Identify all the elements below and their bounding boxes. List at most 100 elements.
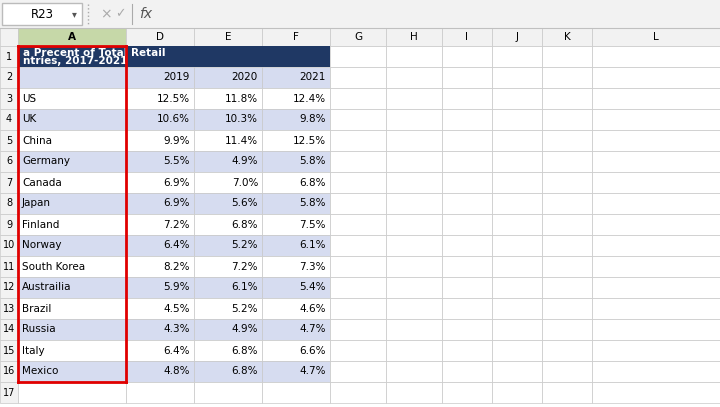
Bar	[194, 277, 262, 298]
Text: 5.8%: 5.8%	[300, 157, 326, 166]
Text: 6.4%: 6.4%	[163, 241, 190, 250]
Text: H: H	[410, 32, 418, 42]
Bar	[442, 88, 492, 109]
Text: 10.6%: 10.6%	[157, 114, 190, 125]
Bar	[194, 235, 262, 256]
Bar	[442, 151, 492, 172]
Text: 7: 7	[6, 177, 12, 188]
Bar	[194, 172, 262, 193]
Bar	[592, 382, 720, 403]
Bar	[386, 172, 442, 193]
Bar	[18, 151, 126, 172]
Text: 2021: 2021	[300, 72, 326, 83]
Text: 9.9%: 9.9%	[163, 136, 190, 145]
Bar	[592, 172, 720, 193]
Bar	[542, 361, 592, 382]
Text: China: China	[22, 136, 52, 145]
Bar	[0, 214, 18, 235]
Bar	[492, 361, 542, 382]
Bar	[18, 235, 126, 256]
Bar	[126, 298, 194, 319]
Bar	[126, 193, 194, 214]
Text: 6.1%: 6.1%	[232, 282, 258, 293]
Bar	[126, 109, 194, 130]
Text: 7.5%: 7.5%	[300, 219, 326, 230]
Bar	[592, 319, 720, 340]
Bar	[592, 298, 720, 319]
Bar	[542, 235, 592, 256]
Text: 13: 13	[3, 304, 15, 313]
Bar	[542, 172, 592, 193]
Text: 17: 17	[3, 387, 15, 398]
Bar	[262, 340, 330, 361]
Bar	[386, 193, 442, 214]
Text: 5.8%: 5.8%	[300, 199, 326, 208]
Text: 11.4%: 11.4%	[225, 136, 258, 145]
Bar	[330, 361, 386, 382]
Bar	[386, 151, 442, 172]
Bar	[592, 361, 720, 382]
Bar	[194, 256, 262, 277]
Bar	[492, 67, 542, 88]
Text: fx: fx	[140, 7, 153, 21]
Bar	[330, 67, 386, 88]
Bar	[262, 151, 330, 172]
Bar	[542, 130, 592, 151]
Bar	[542, 109, 592, 130]
Bar	[330, 319, 386, 340]
Bar	[492, 193, 542, 214]
Bar	[18, 382, 126, 403]
Bar	[194, 151, 262, 172]
Bar	[386, 298, 442, 319]
Text: 1: 1	[6, 52, 12, 61]
Bar	[126, 235, 194, 256]
Bar	[542, 256, 592, 277]
Bar	[442, 130, 492, 151]
Bar	[386, 319, 442, 340]
Bar	[592, 28, 720, 46]
Text: 6.4%: 6.4%	[163, 346, 190, 355]
Bar	[492, 151, 542, 172]
Bar	[386, 67, 442, 88]
Bar	[386, 256, 442, 277]
Bar	[542, 88, 592, 109]
Bar	[262, 67, 330, 88]
Bar	[330, 28, 386, 46]
Text: Norway: Norway	[22, 241, 61, 250]
Bar	[18, 214, 126, 235]
Text: US: US	[22, 94, 36, 103]
Text: 4.9%: 4.9%	[232, 324, 258, 335]
Bar	[492, 172, 542, 193]
Bar	[0, 67, 18, 88]
Bar	[542, 67, 592, 88]
Bar	[386, 235, 442, 256]
Bar	[0, 109, 18, 130]
Text: 12.5%: 12.5%	[293, 136, 326, 145]
Text: 6.8%: 6.8%	[300, 177, 326, 188]
Bar	[592, 151, 720, 172]
Text: 14: 14	[3, 324, 15, 335]
Bar	[18, 109, 126, 130]
Bar	[126, 88, 194, 109]
Bar	[0, 151, 18, 172]
Text: 5.9%: 5.9%	[163, 282, 190, 293]
Text: 12: 12	[3, 282, 15, 293]
Bar	[194, 340, 262, 361]
Bar	[194, 28, 262, 46]
Bar	[386, 382, 442, 403]
Bar	[0, 277, 18, 298]
Bar	[442, 109, 492, 130]
Bar	[18, 130, 126, 151]
Text: Finland: Finland	[22, 219, 59, 230]
Bar	[330, 130, 386, 151]
Bar	[126, 340, 194, 361]
Bar	[262, 277, 330, 298]
Bar	[330, 256, 386, 277]
Bar	[262, 382, 330, 403]
Bar	[18, 28, 126, 46]
Bar	[126, 130, 194, 151]
Bar	[194, 319, 262, 340]
Text: 16: 16	[3, 366, 15, 376]
Text: 10: 10	[3, 241, 15, 250]
Bar	[386, 361, 442, 382]
